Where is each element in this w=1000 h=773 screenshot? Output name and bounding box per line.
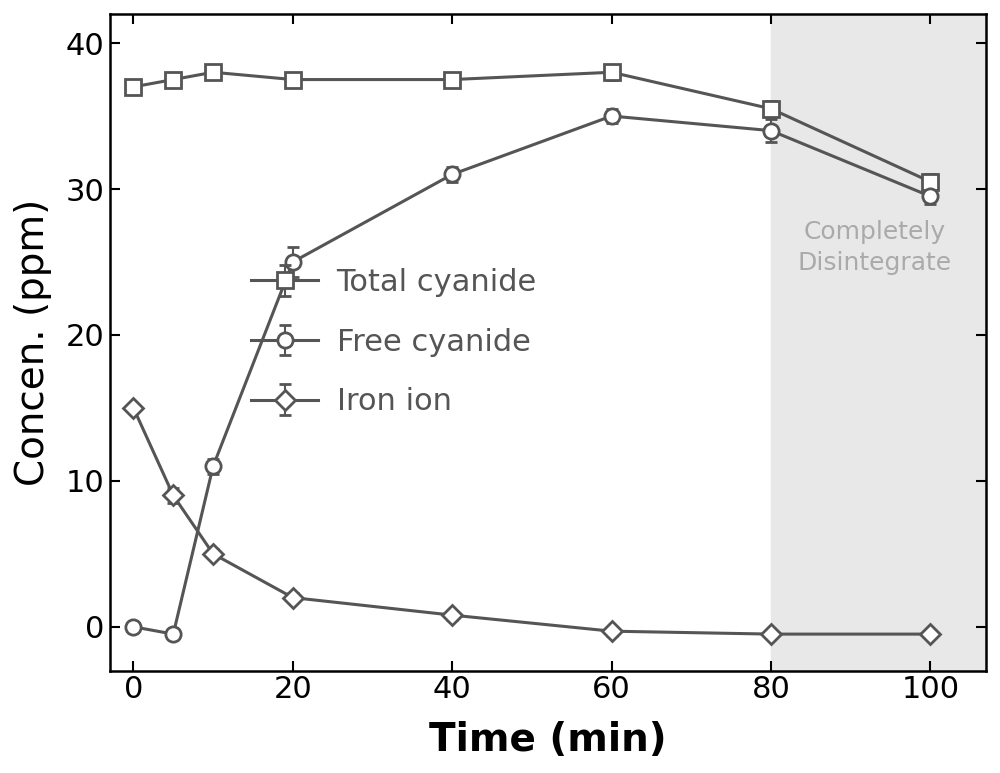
Bar [771, 14, 1000, 671]
Y-axis label: Concen. (ppm): Concen. (ppm) [14, 199, 52, 486]
X-axis label: Time (min): Time (min) [429, 721, 667, 759]
Text: Completely
Disintegrate: Completely Disintegrate [797, 220, 952, 275]
Legend: Total cyanide, Free cyanide, Iron ion: Total cyanide, Free cyanide, Iron ion [239, 256, 549, 428]
